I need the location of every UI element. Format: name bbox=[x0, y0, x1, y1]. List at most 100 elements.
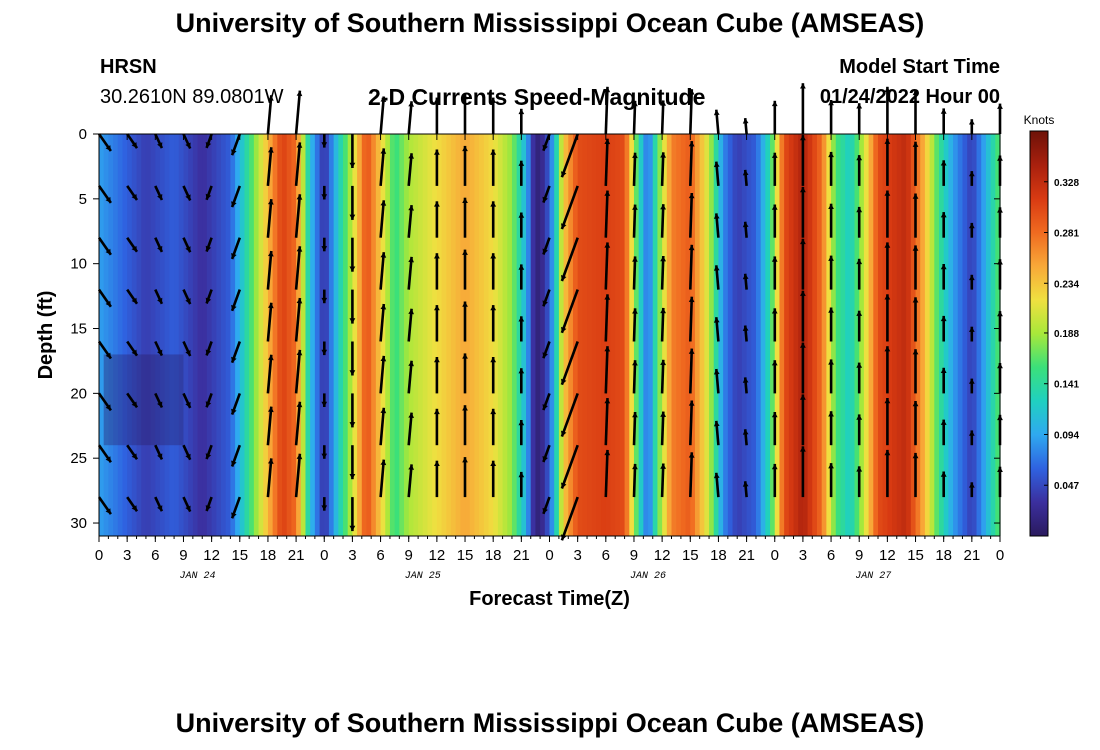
current-vector bbox=[407, 153, 414, 187]
vector-shaft bbox=[407, 308, 413, 342]
current-vector bbox=[379, 355, 387, 394]
heatmap-cell bbox=[267, 134, 274, 536]
current-vector bbox=[349, 237, 356, 272]
vector-shaft bbox=[660, 307, 665, 342]
heatmap-cell bbox=[896, 134, 903, 536]
current-vector bbox=[940, 315, 947, 342]
vector-head bbox=[490, 97, 497, 103]
vector-head bbox=[157, 245, 163, 252]
current-vector bbox=[266, 95, 274, 135]
heatmap-cell bbox=[859, 134, 865, 536]
current-vector bbox=[434, 460, 440, 498]
vector-shaft bbox=[632, 360, 637, 394]
vector-head bbox=[632, 360, 638, 366]
vector-head bbox=[912, 297, 919, 303]
vector-head bbox=[518, 212, 525, 218]
vector-head bbox=[632, 308, 638, 314]
current-vector bbox=[940, 264, 947, 290]
heatmap-cell bbox=[446, 134, 452, 536]
y-tick-label: 15 bbox=[70, 321, 87, 338]
heatmap-cell bbox=[310, 134, 316, 536]
heatmap-cell bbox=[474, 134, 480, 536]
current-vector bbox=[742, 169, 749, 187]
heatmap-cell bbox=[516, 134, 522, 536]
vector-head bbox=[462, 457, 468, 463]
current-vector bbox=[771, 412, 778, 446]
vector-head bbox=[462, 405, 468, 411]
heatmap-cell bbox=[300, 134, 307, 536]
heatmap-cell bbox=[164, 134, 170, 536]
current-vector bbox=[379, 148, 387, 187]
vector-head bbox=[185, 453, 191, 460]
current-vector bbox=[771, 100, 778, 134]
current-vector bbox=[828, 255, 834, 290]
vector-head bbox=[742, 481, 749, 487]
vector-head bbox=[518, 108, 525, 115]
x-tick-label: 12 bbox=[203, 547, 220, 564]
heatmap-cell bbox=[746, 134, 752, 536]
heatmap-cell bbox=[652, 134, 659, 536]
vector-head bbox=[800, 83, 806, 89]
y-tick-label: 5 bbox=[79, 191, 87, 208]
heatmap-cell bbox=[526, 134, 532, 536]
vector-head bbox=[490, 408, 497, 415]
current-vector bbox=[604, 190, 611, 238]
vector-head bbox=[434, 305, 440, 311]
current-vector bbox=[604, 86, 611, 135]
current-vector bbox=[205, 133, 213, 149]
current-vector bbox=[771, 256, 778, 290]
colorbar-tick-label: 0.047 bbox=[1054, 481, 1079, 492]
vector-shaft bbox=[379, 96, 386, 135]
current-vector bbox=[154, 289, 164, 305]
heatmap-cell bbox=[821, 134, 827, 536]
footer-title: University of Southern Mississippi Ocean… bbox=[175, 708, 925, 738]
heatmap-cell bbox=[253, 134, 260, 536]
heatmap-cell bbox=[366, 134, 372, 536]
x-tick-label: 0 bbox=[771, 547, 779, 564]
current-vector bbox=[518, 108, 525, 134]
current-vector bbox=[126, 392, 139, 409]
vector-head bbox=[408, 101, 414, 107]
current-vector bbox=[713, 472, 720, 498]
current-vector bbox=[462, 94, 468, 134]
heatmap-cell bbox=[690, 134, 696, 536]
heatmap-cell bbox=[432, 134, 438, 536]
current-vector bbox=[660, 255, 666, 290]
current-vector bbox=[349, 497, 356, 532]
heatmap-cell bbox=[497, 134, 504, 536]
heatmap-cell bbox=[558, 134, 565, 536]
vector-head bbox=[632, 204, 638, 210]
vector-head bbox=[105, 352, 111, 359]
current-vector bbox=[321, 341, 328, 356]
heatmap-cell bbox=[572, 134, 579, 536]
current-vector bbox=[884, 242, 891, 290]
page-title: University of Southern Mississippi Ocean… bbox=[175, 8, 925, 38]
vector-head bbox=[380, 407, 387, 414]
current-vector bbox=[997, 103, 1003, 134]
current-vector bbox=[660, 411, 666, 446]
vector-head bbox=[800, 394, 806, 400]
current-vector bbox=[266, 198, 274, 238]
x-tick-label: 6 bbox=[602, 547, 610, 564]
current-vector bbox=[742, 429, 749, 446]
x-tick-label: 18 bbox=[710, 547, 727, 564]
vector-head bbox=[713, 213, 720, 219]
heatmap-cell bbox=[868, 134, 874, 536]
current-vector bbox=[660, 100, 666, 135]
current-vector bbox=[321, 289, 328, 304]
vector-shaft bbox=[407, 464, 413, 498]
current-vector bbox=[912, 349, 919, 394]
heatmap-cell bbox=[737, 134, 743, 536]
vector-head bbox=[380, 459, 387, 466]
vector-head bbox=[231, 304, 237, 311]
current-vector bbox=[828, 307, 834, 342]
vector-head bbox=[969, 482, 975, 488]
vector-head bbox=[997, 103, 1003, 109]
current-vector bbox=[800, 238, 806, 290]
vector-head bbox=[561, 223, 567, 230]
current-vector bbox=[462, 353, 468, 394]
current-vector bbox=[349, 393, 356, 428]
vector-head bbox=[131, 349, 137, 356]
current-vector bbox=[97, 496, 112, 515]
vector-head bbox=[268, 406, 274, 413]
